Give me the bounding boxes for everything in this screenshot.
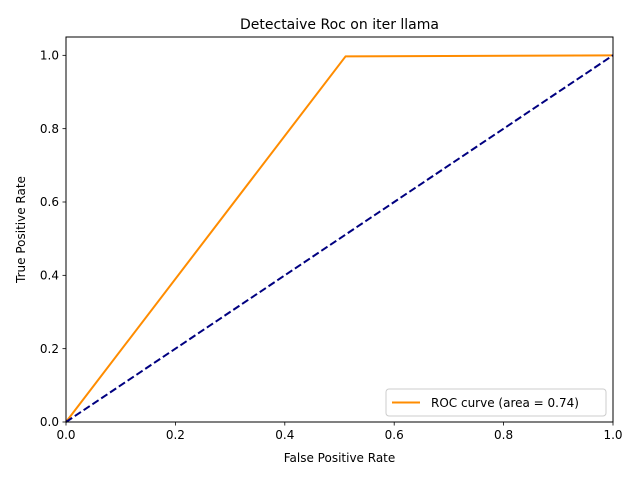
- y-tick-label: 0.6: [40, 195, 59, 209]
- x-tick-label: 0.0: [56, 428, 75, 442]
- legend-box: [385, 388, 607, 417]
- series-line-0: [65, 54, 614, 423]
- plot-area: [66, 37, 613, 422]
- x-tick-label: 0.2: [166, 428, 185, 442]
- y-tick-label: 1.0: [40, 49, 59, 63]
- series-layer: [65, 54, 614, 423]
- x-tick-label: 1.0: [603, 428, 622, 442]
- y-axis-ticks: 0.0 0.2 0.4 0.6 0.8 1.0: [40, 49, 66, 429]
- legend: ROC curve (area = 0.74): [385, 388, 607, 417]
- y-tick-label: 0.0: [40, 415, 59, 429]
- plot-frame: [65, 36, 614, 423]
- x-tick-label: 0.8: [494, 428, 513, 442]
- plot-background: [66, 37, 613, 422]
- y-tick-label: 0.8: [40, 122, 59, 136]
- x-axis-label: False Positive Rate: [284, 451, 396, 465]
- series-line-1: [65, 54, 614, 423]
- x-tick-label: 0.6: [385, 428, 404, 442]
- y-tick-label: 0.4: [40, 269, 59, 283]
- x-tick-label: 0.4: [275, 428, 294, 442]
- y-axis-label: True Positive Rate: [14, 176, 28, 284]
- y-tick-label: 0.2: [40, 342, 59, 356]
- x-axis-ticks: 0.0 0.2 0.4 0.6 0.8 1.0: [56, 422, 623, 442]
- legend-label-roc: ROC curve (area = 0.74): [431, 396, 579, 410]
- chart-title: Detectaive Roc on iter llama: [240, 17, 439, 33]
